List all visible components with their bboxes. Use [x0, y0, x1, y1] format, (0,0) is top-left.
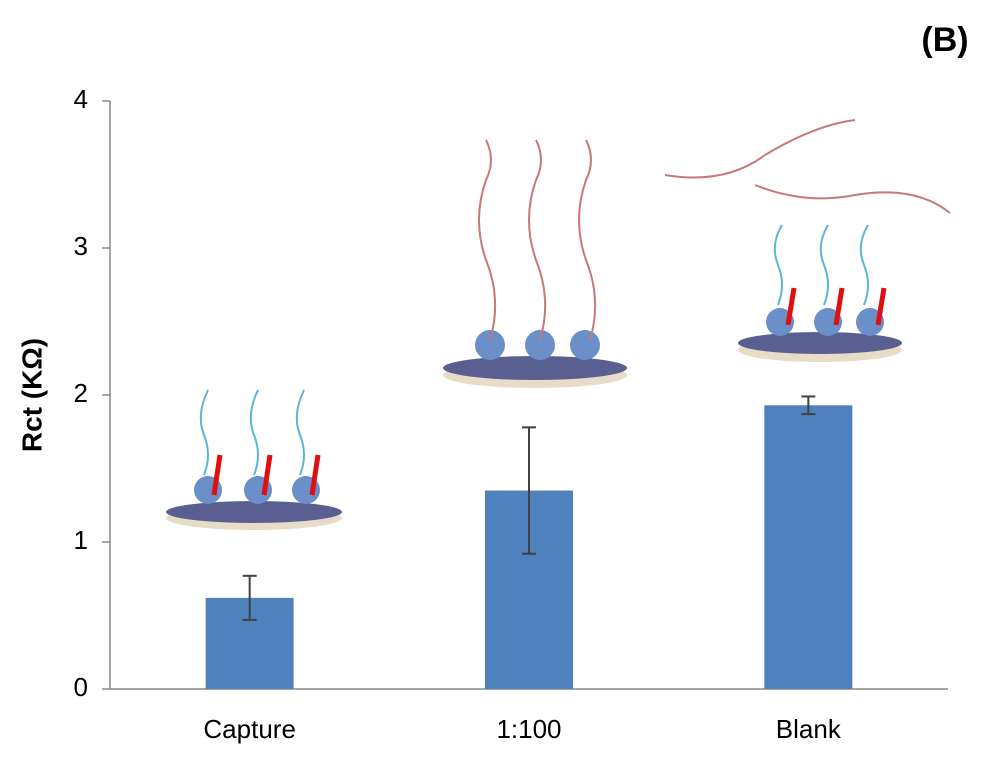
proteins [475, 330, 600, 360]
targets [479, 140, 595, 340]
y-tick-label: 4 [74, 84, 88, 114]
surface [166, 501, 342, 523]
chart-title: (B) [921, 21, 968, 59]
x-tick-label: Capture [203, 714, 296, 744]
y-axis-label: Rct (KΩ) [16, 338, 47, 452]
probes [201, 390, 304, 475]
surface [738, 332, 902, 354]
y-tick-label: 3 [74, 231, 88, 261]
proteins [766, 308, 884, 336]
chart: (B) Rct (KΩ) [0, 0, 981, 754]
probes [775, 225, 868, 305]
y-tick-label: 1 [74, 525, 88, 555]
surface [443, 356, 627, 380]
x-tick-label: 1:100 [496, 714, 561, 744]
free-targets [665, 120, 950, 213]
x-tick-label: Blank [776, 714, 842, 744]
y-tick-label: 0 [74, 672, 88, 702]
bar [764, 405, 852, 689]
y-tick-label: 2 [74, 378, 88, 408]
